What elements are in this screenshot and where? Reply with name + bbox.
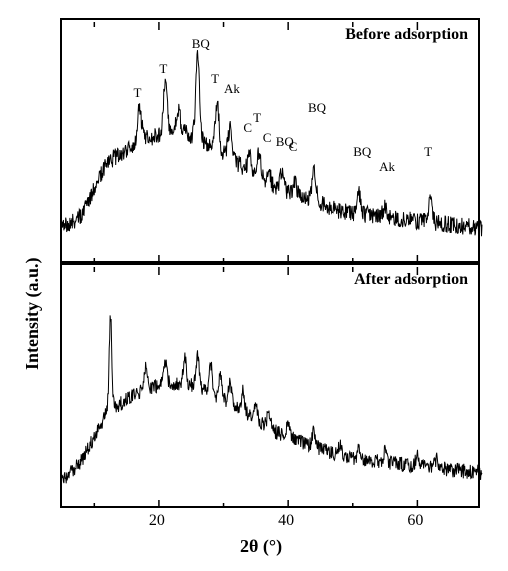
peak-label: T <box>424 144 432 160</box>
peak-label: T <box>134 85 142 101</box>
x-axis-label: 2θ (°) <box>240 536 282 557</box>
peak-label: C <box>289 139 298 155</box>
peak-label: T <box>211 71 219 87</box>
peak-label: Ak <box>379 159 395 175</box>
peak-label: Ak <box>224 81 240 97</box>
xrd-trace <box>62 265 482 510</box>
x-tick-label: 40 <box>274 512 298 530</box>
x-tick-label: 60 <box>403 512 427 530</box>
x-tick-label: 20 <box>145 512 169 530</box>
y-axis-label: Intensity (a.u.) <box>22 257 43 370</box>
peak-label: BQ <box>308 100 326 116</box>
xrd-figure: Intensity (a.u.) Before adsorptionTTBQTA… <box>0 0 508 571</box>
xrd-trace <box>62 20 482 265</box>
panel-before-adsorption: Before adsorptionTTBQTAkCTCBQCBQBQAkT <box>60 18 480 263</box>
peak-label: BQ <box>192 36 210 52</box>
peak-label: T <box>253 110 261 126</box>
peak-label: BQ <box>353 144 371 160</box>
peak-label: C <box>243 120 252 136</box>
panel-after-adsorption: After adsorption <box>60 263 480 508</box>
peak-label: C <box>263 130 272 146</box>
peak-label: T <box>159 61 167 77</box>
